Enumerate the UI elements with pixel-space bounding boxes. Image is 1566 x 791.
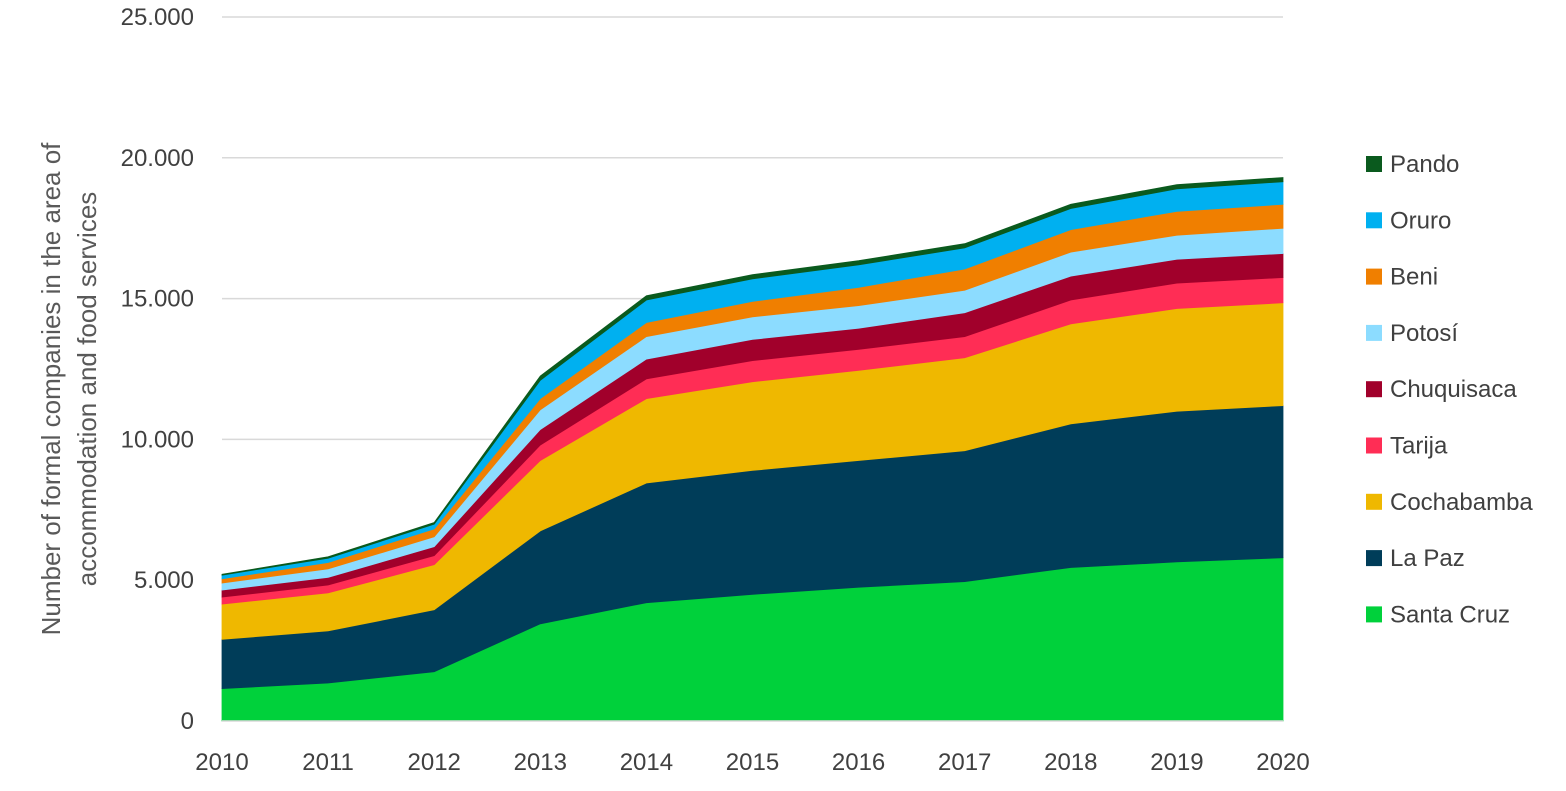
legend-swatch	[1366, 381, 1382, 398]
x-tick-label: 2020	[1256, 749, 1309, 776]
y-axis-title: Number of formal companies in the area o…	[36, 142, 102, 636]
legend-label: La Paz	[1390, 545, 1465, 572]
legend-swatch	[1366, 493, 1382, 510]
x-tick-label: 2016	[832, 749, 885, 776]
legend-swatch	[1366, 212, 1382, 229]
legend-swatch	[1366, 606, 1382, 623]
legend-label: Tarija	[1390, 433, 1448, 460]
y-axis: 0 5.000 10.000 15.000 20.000 25.000	[121, 4, 194, 735]
legend-swatch	[1366, 268, 1382, 285]
legend-swatch	[1366, 550, 1382, 567]
legend-label: Beni	[1390, 264, 1438, 291]
legend-label: Cochabamba	[1390, 489, 1533, 516]
legend-label: Pando	[1390, 151, 1459, 178]
legend: Pando Oruro Beni Potosí Chuquisaca Tarija Coch…	[1366, 151, 1533, 628]
y-axis-title-line: accommodation and food services	[72, 192, 102, 587]
area-series-group	[221, 177, 1284, 722]
x-tick-label: 2012	[408, 749, 461, 776]
y-tick-label: 20.000	[121, 145, 194, 172]
y-tick-label: 25.000	[121, 4, 194, 31]
legend-label: Chuquisaca	[1390, 376, 1517, 403]
legend-label: Santa Cruz	[1390, 601, 1510, 628]
x-tick-label: 2018	[1044, 749, 1097, 776]
x-tick-label: 2017	[938, 749, 991, 776]
x-tick-label: 2015	[726, 749, 779, 776]
legend-label: Potosí	[1390, 320, 1458, 347]
legend-swatch	[1366, 324, 1382, 341]
x-tick-label: 2011	[302, 749, 354, 776]
y-tick-label: 5.000	[134, 567, 194, 594]
y-axis-title-line: Number of formal companies in the area o…	[36, 142, 66, 636]
legend-swatch	[1366, 437, 1382, 454]
y-tick-label: 10.000	[121, 426, 194, 453]
x-tick-label: 2010	[195, 749, 248, 776]
y-tick-label: 15.000	[121, 286, 194, 313]
y-tick-label: 0	[181, 708, 194, 735]
x-tick-label: 2019	[1150, 749, 1203, 776]
x-axis: 2010 2011 2012 2013 2014 2015 2016 2017 2018 2019…	[195, 749, 1309, 776]
x-tick-label: 2014	[620, 749, 673, 776]
area-series-pando	[221, 177, 1284, 576]
legend-label: Oruro	[1390, 207, 1451, 234]
x-tick-label: 2013	[514, 749, 567, 776]
legend-swatch	[1366, 156, 1382, 172]
